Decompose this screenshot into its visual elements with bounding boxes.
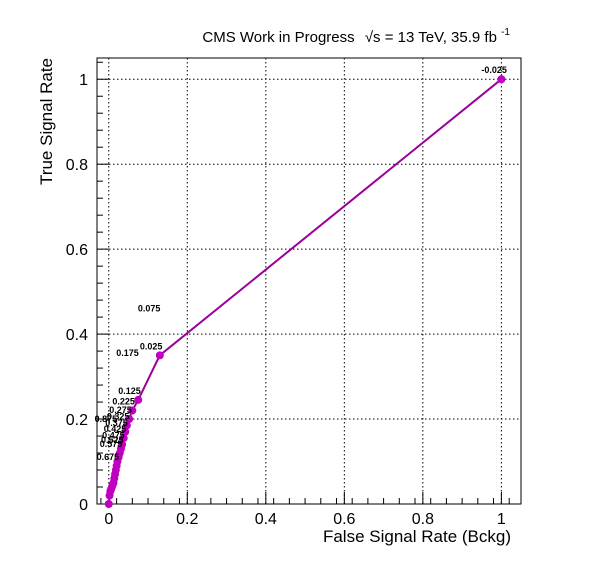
grid: [97, 58, 521, 505]
point-annotation: 0.675: [97, 452, 120, 462]
data-point: [119, 434, 128, 443]
data-point: [155, 351, 164, 360]
data-point: [122, 421, 131, 430]
point-annotation: -0.025: [481, 65, 507, 75]
chart-title: CMS Work in Progress √s = 13 TeV, 35.9 f…: [202, 27, 510, 46]
point-annotation: 0.225: [112, 397, 135, 407]
y-tick-label: 0.2: [66, 412, 88, 429]
y-tick-label: 0.6: [66, 242, 88, 259]
y-tick-label: 0.4: [66, 327, 88, 344]
point-annotation: 0.075: [138, 303, 161, 313]
plot-frame: [96, 57, 522, 505]
tick-labels: 0 0.2 0.4 0.6 0.8 1 0 0.2 0.4 0.6 0.8 1: [66, 72, 506, 528]
x-tick-label: 0.6: [333, 511, 355, 528]
point-annotation: 0.125: [118, 386, 141, 396]
roc-curve: [107, 78, 503, 505]
data-point: [105, 491, 114, 500]
y-tick-label: 0: [79, 497, 88, 514]
x-tick-label: 0.2: [176, 511, 198, 528]
point-annotation: 0.325: [107, 411, 130, 421]
data-point: [497, 75, 506, 84]
point-annotation: 0.425: [104, 424, 127, 434]
point-annotation: 0.475: [102, 431, 125, 441]
series-line: [107, 78, 503, 505]
point-annotation: 0.875: [95, 414, 118, 424]
x-tick-label: 1: [497, 511, 506, 528]
point-annotations: -0.025 0.025 0.075 0.125 0.175 0.2250.2750.32…: [95, 65, 507, 462]
data-point: [121, 427, 130, 436]
x-tick-label: 0: [104, 511, 113, 528]
x-axis-title: False Signal Rate (Bckg): [323, 527, 511, 546]
point-annotation: 0.375: [105, 418, 128, 428]
chart-title-energy-sup: -1: [501, 27, 510, 38]
y-axis-title: True Signal Rate: [37, 58, 56, 185]
point-annotation: 0.275: [109, 405, 132, 415]
data-point: [134, 395, 143, 404]
chart-title-energy: √s = 13 TeV, 35.9 fb: [365, 29, 497, 46]
y-tick-label: 0.8: [66, 157, 88, 174]
y-tick-label: 1: [79, 72, 88, 89]
point-annotation: 0.575: [100, 439, 123, 449]
x-tick-label: 0.8: [412, 511, 434, 528]
point-annotation: 0.525: [101, 435, 124, 445]
data-point: [104, 500, 113, 508]
chart-title-main: CMS Work in Progress: [202, 29, 354, 46]
point-annotation: 0.175: [116, 348, 139, 358]
data-point: [128, 406, 137, 415]
x-tick-label: 0.4: [255, 511, 277, 528]
data-point: [125, 415, 134, 424]
point-annotation: 0.025: [140, 341, 163, 351]
axis-ticks: [97, 61, 510, 505]
data-markers: [104, 75, 506, 508]
